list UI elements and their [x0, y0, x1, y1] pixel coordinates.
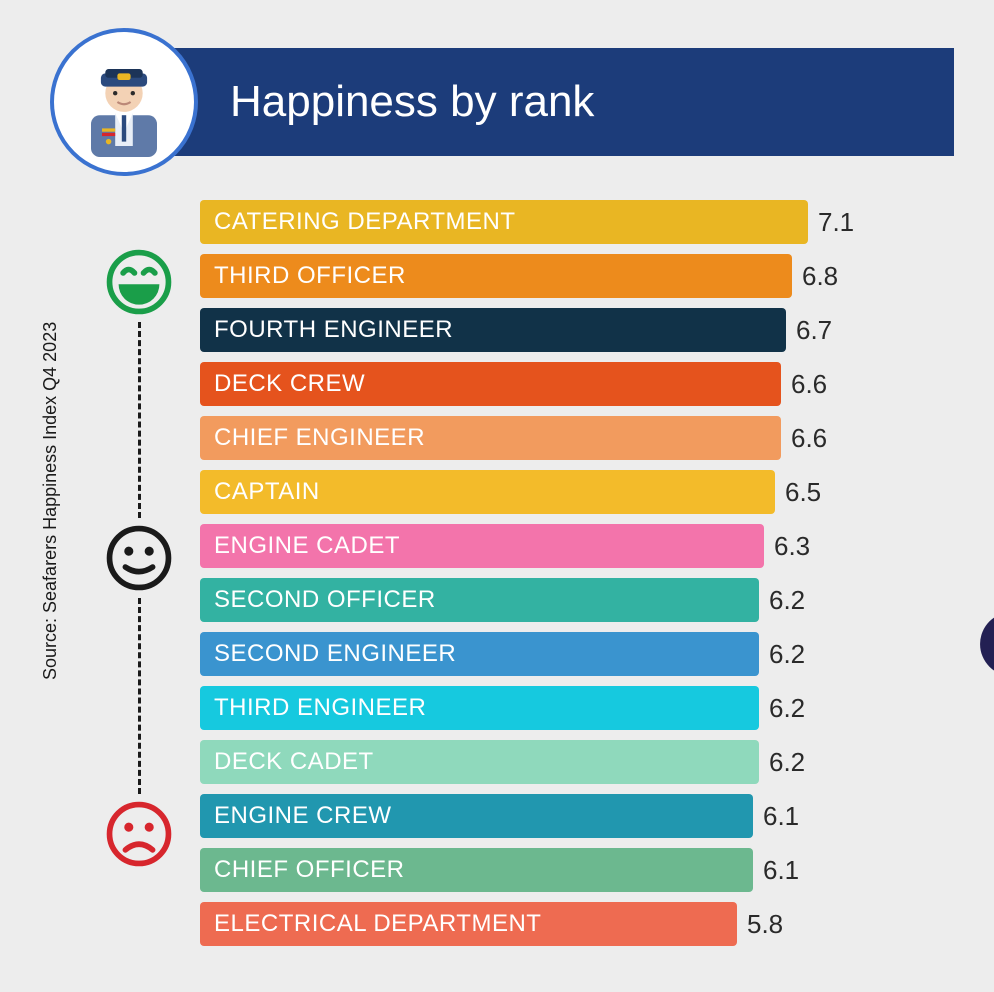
page-title: Happiness by rank [230, 77, 594, 127]
logo-sea-circle: sea [980, 612, 994, 676]
bar: CAPTAIN [200, 470, 775, 514]
bar-value: 7.1 [818, 207, 854, 238]
bar-row: THIRD ENGINEER 6.2 [200, 686, 880, 730]
bar: DECK CREW [200, 362, 781, 406]
bar-value: 6.1 [763, 855, 799, 886]
bar-row: DECK CREW 6.6 [200, 362, 880, 406]
bar-value: 6.8 [802, 261, 838, 292]
source-attribution: Source: Seafarers Happiness Index Q4 202… [40, 322, 61, 680]
bar: SECOND ENGINEER [200, 632, 759, 676]
bar-value: 6.1 [763, 801, 799, 832]
avatar-circle [50, 28, 198, 176]
bar-value: 6.2 [769, 639, 805, 670]
bar-row: THIRD OFFICER 6.8 [200, 254, 880, 298]
bar-row: CATERING DEPARTMENT 7.1 [200, 200, 880, 244]
bar-row: CAPTAIN 6.5 [200, 470, 880, 514]
bar-value: 6.6 [791, 423, 827, 454]
seafarer-officer-icon [69, 47, 179, 157]
bar-row: CHIEF ENGINEER 6.6 [200, 416, 880, 460]
bar-value: 6.6 [791, 369, 827, 400]
bar-row: DECK CADET 6.2 [200, 740, 880, 784]
focusea-tv-logo: focu sea TV [980, 570, 994, 739]
bar: ELECTRICAL DEPARTMENT [200, 902, 737, 946]
mood-dash-upper [138, 322, 141, 518]
bar-value: 6.5 [785, 477, 821, 508]
bar-row: SECOND ENGINEER 6.2 [200, 632, 880, 676]
bar: CHIEF OFFICER [200, 848, 753, 892]
bar: FOURTH ENGINEER [200, 308, 786, 352]
bar-row: SECOND OFFICER 6.2 [200, 578, 880, 622]
bar: ENGINE CREW [200, 794, 753, 838]
bar-value: 6.2 [769, 747, 805, 778]
bar: ENGINE CADET [200, 524, 764, 568]
bar-row: ELECTRICAL DEPARTMENT 5.8 [200, 902, 880, 946]
bar-value: 6.3 [774, 531, 810, 562]
bar-value: 6.2 [769, 585, 805, 616]
bar: THIRD ENGINEER [200, 686, 759, 730]
bar: DECK CADET [200, 740, 759, 784]
mood-dash-lower [138, 598, 141, 794]
happiness-bar-chart: CATERING DEPARTMENT 7.1 THIRD OFFICER 6.8 FO… [200, 200, 880, 956]
bar-row: FOURTH ENGINEER 6.7 [200, 308, 880, 352]
bar-value: 6.7 [796, 315, 832, 346]
bar-value: 5.8 [747, 909, 783, 940]
bar-row: ENGINE CREW 6.1 [200, 794, 880, 838]
bar: THIRD OFFICER [200, 254, 792, 298]
mood-scale [104, 248, 174, 868]
happy-face-icon [105, 248, 173, 316]
header-banner: Happiness by rank [100, 48, 954, 156]
sad-face-icon [105, 800, 173, 868]
bar: CATERING DEPARTMENT [200, 200, 808, 244]
bar-row: CHIEF OFFICER 6.1 [200, 848, 880, 892]
neutral-face-icon [105, 524, 173, 592]
bar: SECOND OFFICER [200, 578, 759, 622]
bar-value: 6.2 [769, 693, 805, 724]
bar: CHIEF ENGINEER [200, 416, 781, 460]
bar-row: ENGINE CADET 6.3 [200, 524, 880, 568]
